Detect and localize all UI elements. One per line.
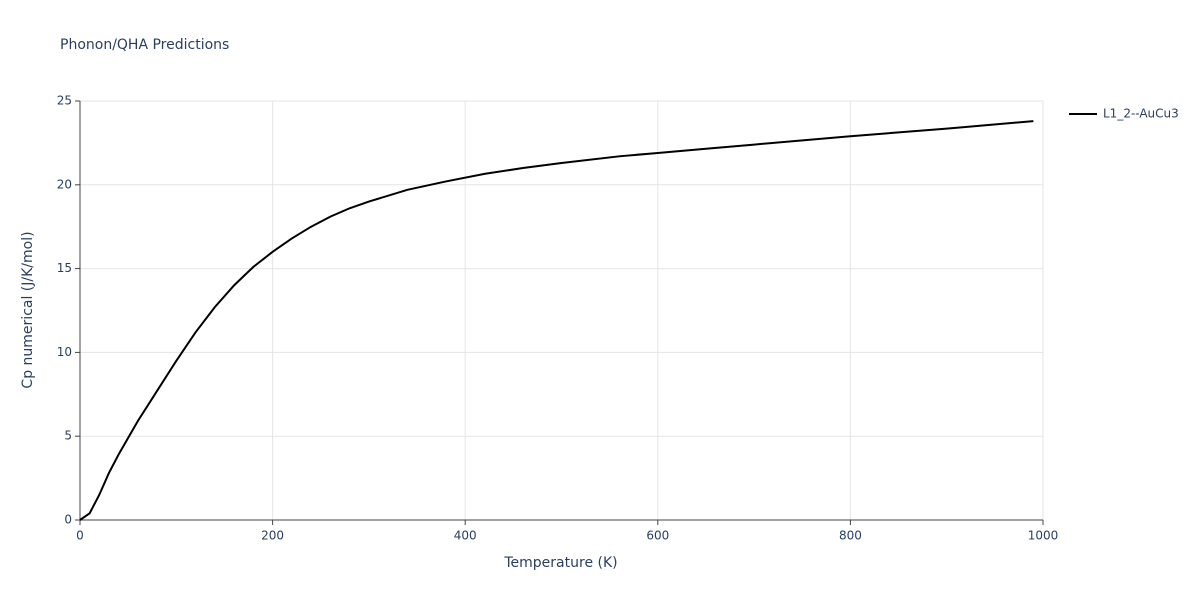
y-tick-label: 20: [57, 177, 72, 191]
legend-label: L1_2--AuCu3: [1103, 107, 1179, 121]
y-tick-label: 15: [57, 261, 72, 275]
x-axis-title: Temperature (K): [503, 555, 617, 571]
y-tick-label: 5: [64, 429, 72, 443]
x-tick-label: 1000: [1028, 529, 1059, 543]
y-tick-label: 10: [57, 345, 72, 359]
x-tick-label: 600: [646, 529, 669, 543]
x-tick-label: 0: [76, 529, 84, 543]
data-line: [79, 120, 1034, 521]
chart-title: Phonon/QHA Predictions: [60, 37, 229, 53]
y-axis-title: Cp numerical (J/K/mol): [20, 231, 36, 388]
y-tick-label: 0: [64, 513, 72, 527]
x-tick-label: 400: [454, 529, 477, 543]
y-tick-label: 25: [57, 94, 72, 108]
x-tick-label: 800: [839, 529, 862, 543]
x-tick-label: 200: [261, 529, 284, 543]
